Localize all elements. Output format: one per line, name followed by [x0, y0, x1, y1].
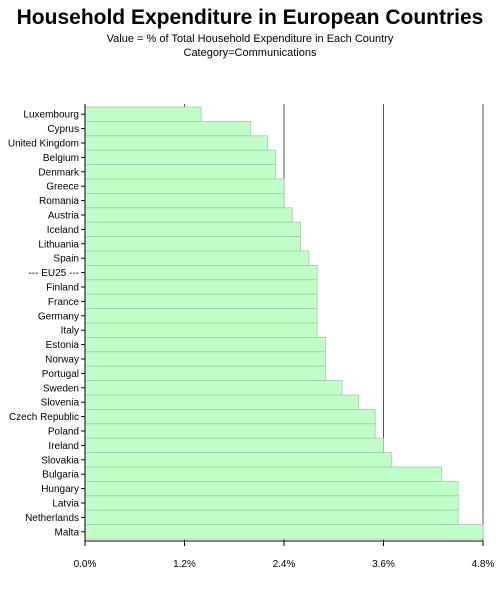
x-tick-label: 2.4% — [273, 559, 296, 570]
y-tick-label: Lithuania — [38, 239, 79, 250]
x-tick-label: 0.0% — [74, 559, 97, 570]
y-tick-label: Slovakia — [41, 455, 79, 466]
y-tick-label: France — [48, 297, 80, 308]
y-tick-label: Poland — [48, 427, 79, 438]
bar — [84, 293, 318, 310]
y-tick-label: Norway — [45, 355, 79, 366]
y-tick-label: Cyprus — [47, 124, 79, 135]
y-tick-label: Luxembourg — [23, 110, 79, 121]
y-tick-label: Latvia — [52, 499, 79, 510]
bar — [84, 236, 301, 252]
y-tick-label: Ireland — [48, 441, 79, 452]
chart-subtitle-1: Value = % of Total Household Expenditure… — [106, 33, 394, 45]
chart-title: Household Expenditure in European Countr… — [16, 6, 484, 29]
x-tick-label: 3.6% — [372, 559, 395, 570]
bar — [84, 380, 343, 396]
bar — [84, 322, 318, 338]
y-tick-label: Hungary — [41, 484, 79, 495]
bar — [84, 149, 277, 165]
bar — [84, 279, 318, 295]
bar — [84, 250, 310, 266]
y-tick-label: Estonia — [46, 340, 80, 351]
y-tick-label: Slovenia — [41, 398, 80, 409]
bar — [84, 121, 252, 137]
y-tick-label: Greece — [46, 182, 79, 193]
bar — [84, 106, 202, 122]
bar — [84, 264, 318, 281]
y-tick-label: United Kingdom — [8, 139, 79, 150]
bar — [84, 466, 442, 482]
y-tick-label: Netherlands — [25, 513, 79, 524]
x-tick-label: 4.8% — [472, 559, 495, 570]
x-tick-label: 1.2% — [173, 559, 196, 570]
y-tick-label: Italy — [61, 326, 79, 337]
bar — [84, 164, 277, 180]
bar — [84, 135, 268, 151]
bar — [84, 452, 393, 468]
y-tick-label: Iceland — [47, 225, 79, 236]
bar — [84, 192, 285, 209]
y-tick-label: Bulgaria — [42, 470, 79, 481]
y-tick-label: Finland — [46, 283, 79, 294]
y-tick-label: Denmark — [38, 167, 80, 178]
bar — [84, 365, 326, 382]
bar — [84, 394, 360, 410]
chart-subtitle-2: Category=Communications — [183, 47, 317, 59]
bar — [84, 308, 318, 324]
bar — [84, 221, 301, 237]
axes — [81, 104, 484, 546]
bar — [84, 480, 459, 497]
y-tick-label: Belgium — [43, 153, 79, 164]
bar — [84, 207, 293, 223]
bar — [84, 423, 376, 439]
bar — [84, 408, 376, 425]
bar — [84, 178, 285, 194]
y-tick-label: Germany — [38, 311, 79, 322]
y-tick-label: --- EU25 --- — [28, 268, 79, 279]
labels: Luxembourg Cyprus United Kingdom Belgium Den… — [8, 110, 495, 570]
y-tick-label: Portugal — [42, 369, 79, 380]
bar — [84, 495, 459, 511]
bar — [84, 351, 326, 367]
y-tick-label: Spain — [53, 254, 79, 265]
bar — [84, 524, 484, 540]
bar — [84, 509, 459, 526]
y-tick-label: Czech Republic — [9, 412, 79, 423]
y-tick-label: Austria — [48, 211, 80, 222]
bar — [84, 336, 326, 353]
bar — [84, 437, 384, 454]
y-tick-label: Sweden — [43, 383, 79, 394]
y-tick-label: Romania — [39, 196, 79, 207]
y-tick-label: Malta — [55, 527, 80, 538]
